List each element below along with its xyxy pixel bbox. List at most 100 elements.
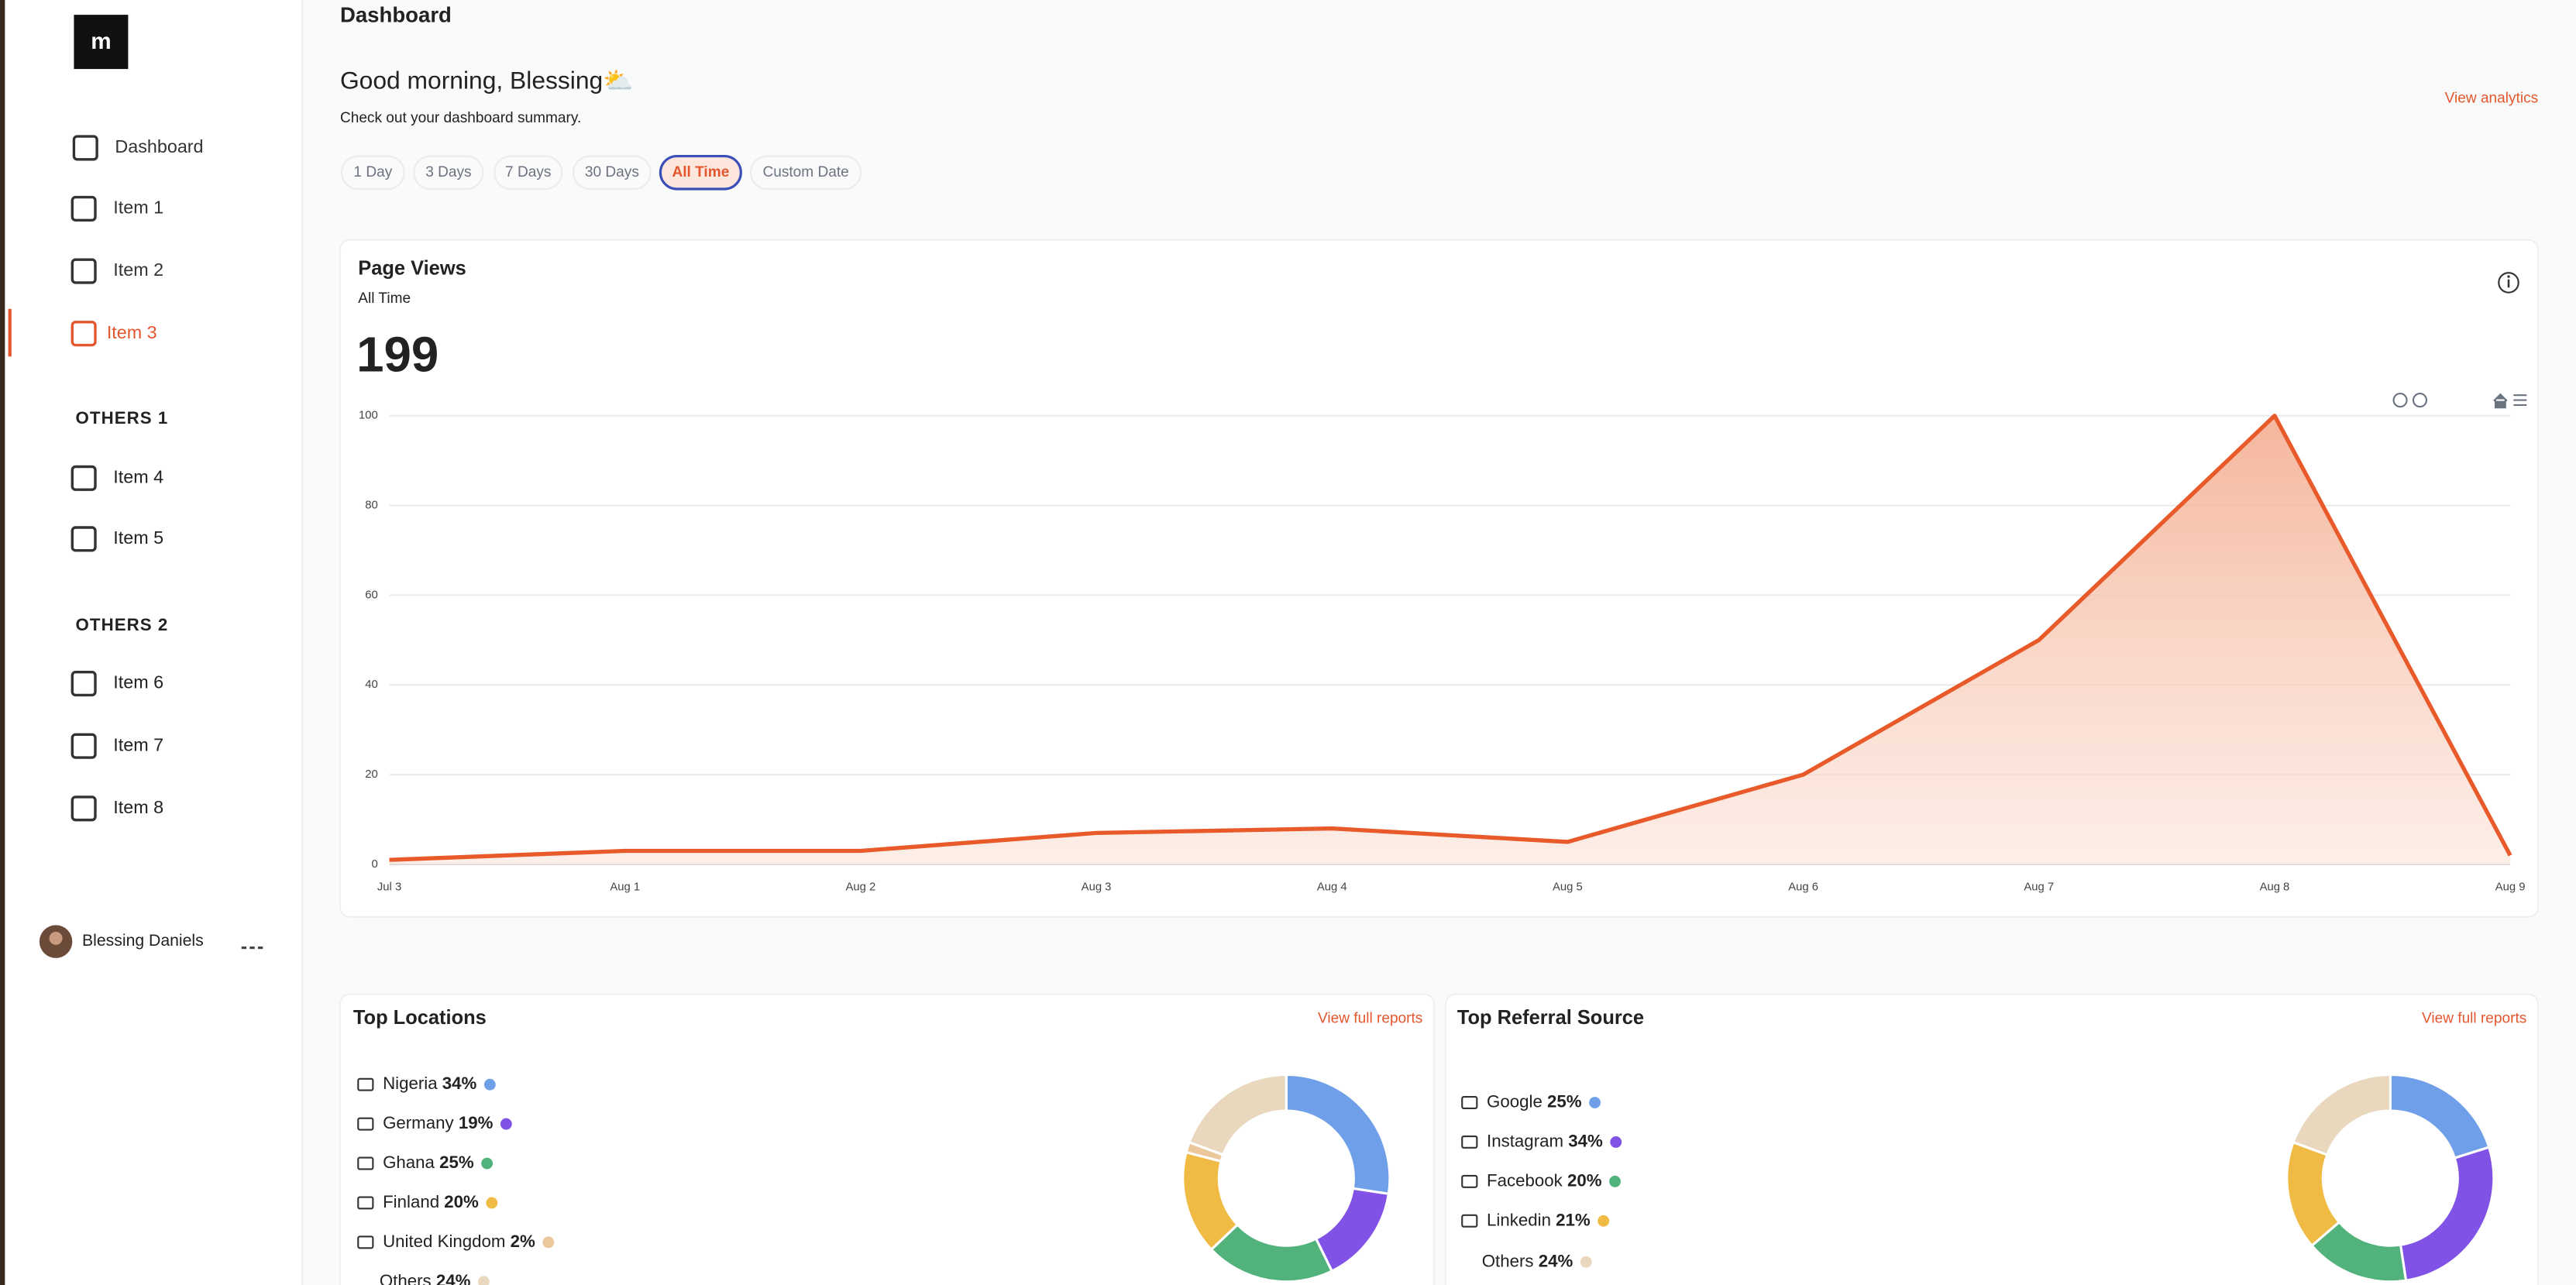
nav-label[interactable]: Item 1 — [113, 198, 163, 218]
filter-label[interactable]: 1 Day — [353, 164, 392, 180]
x-tick-label: Aug 5 — [1553, 881, 1583, 894]
top-referral-card — [1444, 993, 2540, 1285]
legend-dot — [477, 1276, 490, 1285]
x-tick-label: Aug 1 — [610, 881, 640, 894]
legend-entry: Others 24% — [1482, 1251, 1573, 1270]
nav-icon — [71, 258, 97, 284]
legend-icon — [1461, 1135, 1478, 1149]
y-tick-label: 60 — [365, 589, 377, 601]
legend-value: 20% — [444, 1192, 479, 1211]
page-views-total: 199 — [356, 327, 439, 382]
view-full-reports-link[interactable]: View full reports — [2422, 1010, 2526, 1026]
legend-value: 25% — [1547, 1091, 1582, 1111]
y-tick-label: 40 — [365, 679, 377, 691]
legend-name: Germany — [383, 1113, 454, 1132]
nav-label[interactable]: Item 8 — [113, 797, 163, 817]
info-icon[interactable] — [2498, 272, 2519, 294]
legend-icon — [357, 1196, 374, 1210]
y-tick-label: 20 — [365, 768, 377, 781]
active-indicator — [8, 308, 12, 357]
nav-icon — [71, 526, 97, 552]
legend-entry: Instagram 34% — [1487, 1131, 1603, 1150]
legend-dot — [1609, 1175, 1621, 1187]
view-analytics-link[interactable]: View analytics — [2445, 90, 2539, 106]
x-tick-label: Aug 9 — [2495, 881, 2526, 894]
user-menu[interactable] — [241, 946, 263, 950]
logo — [74, 15, 129, 70]
nav-item[interactable]: Item 2 — [113, 259, 163, 280]
line — [389, 414, 2512, 862]
sidebar — [0, 0, 303, 1285]
x-tick-label: Aug 3 — [1082, 881, 1112, 894]
legend-name: Finland — [383, 1192, 439, 1211]
nav-label[interactable]: Dashboard — [115, 136, 203, 156]
legend-dot — [483, 1078, 496, 1091]
nav-label[interactable]: Item 5 — [113, 527, 163, 548]
avatar-face — [49, 931, 63, 945]
nav-icon — [71, 321, 97, 347]
nav-icon — [72, 135, 98, 161]
legend-entry: Facebook 20% — [1487, 1170, 1602, 1190]
legend-entry: Ghana 25% — [383, 1153, 474, 1172]
top-locations-card — [339, 993, 1436, 1285]
legend-entry: Others 24% — [380, 1271, 471, 1285]
legend-name: Nigeria — [383, 1074, 438, 1093]
nav-item[interactable]: Dashboard — [115, 136, 203, 156]
legend-value: 19% — [459, 1113, 494, 1132]
legend-name: Ghana — [383, 1153, 435, 1172]
user-name: Blessing Daniels — [82, 932, 204, 950]
card-title: Page Views — [358, 258, 466, 280]
legend-value: 24% — [436, 1271, 471, 1285]
view-full-reports-link[interactable]: View full reports — [1318, 1010, 1422, 1026]
legend-name: Instagram — [1487, 1131, 1563, 1150]
y-tick-label: 0 — [371, 858, 377, 871]
legend-dot — [542, 1236, 555, 1249]
filter-pill[interactable] — [494, 155, 563, 191]
filter-pill[interactable] — [413, 155, 484, 191]
legend-value: 20% — [1567, 1170, 1602, 1190]
legend-value: 2% — [511, 1232, 535, 1251]
nav-icon — [71, 465, 97, 491]
nav-icon — [71, 195, 97, 222]
greeting-subtitle: Check out your dashboard summary. — [340, 110, 581, 126]
card-title: Top Locations — [353, 1007, 487, 1029]
nav-label[interactable]: Item 3 — [107, 322, 157, 342]
filter-pill[interactable] — [750, 155, 862, 191]
legend-dot — [1598, 1215, 1610, 1227]
filter-label[interactable]: 7 Days — [505, 164, 551, 180]
legend-value: 25% — [439, 1153, 474, 1172]
legend-name: Google — [1487, 1091, 1543, 1111]
nav-label[interactable]: Item 6 — [113, 672, 163, 692]
filter-pill[interactable] — [572, 155, 652, 191]
filter-label[interactable]: 3 Days — [425, 164, 471, 180]
filter-label[interactable]: All Time — [672, 164, 729, 180]
x-tick-label: Jul 3 — [377, 881, 401, 894]
filter-pill[interactable] — [341, 155, 405, 191]
legend-icon — [1461, 1174, 1478, 1188]
section-title: OTHERS 1 — [76, 408, 169, 428]
area — [389, 415, 2511, 864]
y-tick-label: 80 — [365, 499, 377, 511]
nav-label[interactable]: Item 7 — [113, 734, 163, 754]
legend-entry: Nigeria 34% — [383, 1074, 476, 1093]
card-subtitle: All Time — [358, 290, 411, 307]
legend-icon — [357, 1117, 374, 1131]
nav-item[interactable]: Item 3 — [107, 322, 157, 342]
nav-icon — [71, 795, 97, 822]
filter-label[interactable]: Custom Date — [762, 164, 848, 180]
x-tick-label: Aug 7 — [2024, 881, 2054, 894]
legend-dot — [500, 1118, 512, 1130]
nav-label[interactable]: Item 4 — [113, 467, 163, 487]
legend-name: United Kingdom — [383, 1232, 505, 1251]
legend-entry: United Kingdom 2% — [383, 1232, 535, 1251]
filter-pill[interactable] — [659, 154, 742, 191]
nav-item[interactable]: Item 1 — [113, 198, 163, 218]
filter-label[interactable]: 30 Days — [585, 164, 639, 180]
card-title: Top Referral Source — [1457, 1007, 1644, 1029]
nav-label[interactable]: Item 2 — [113, 259, 163, 280]
legend-name: Linkedin — [1487, 1210, 1551, 1229]
legend-dot — [481, 1157, 494, 1170]
